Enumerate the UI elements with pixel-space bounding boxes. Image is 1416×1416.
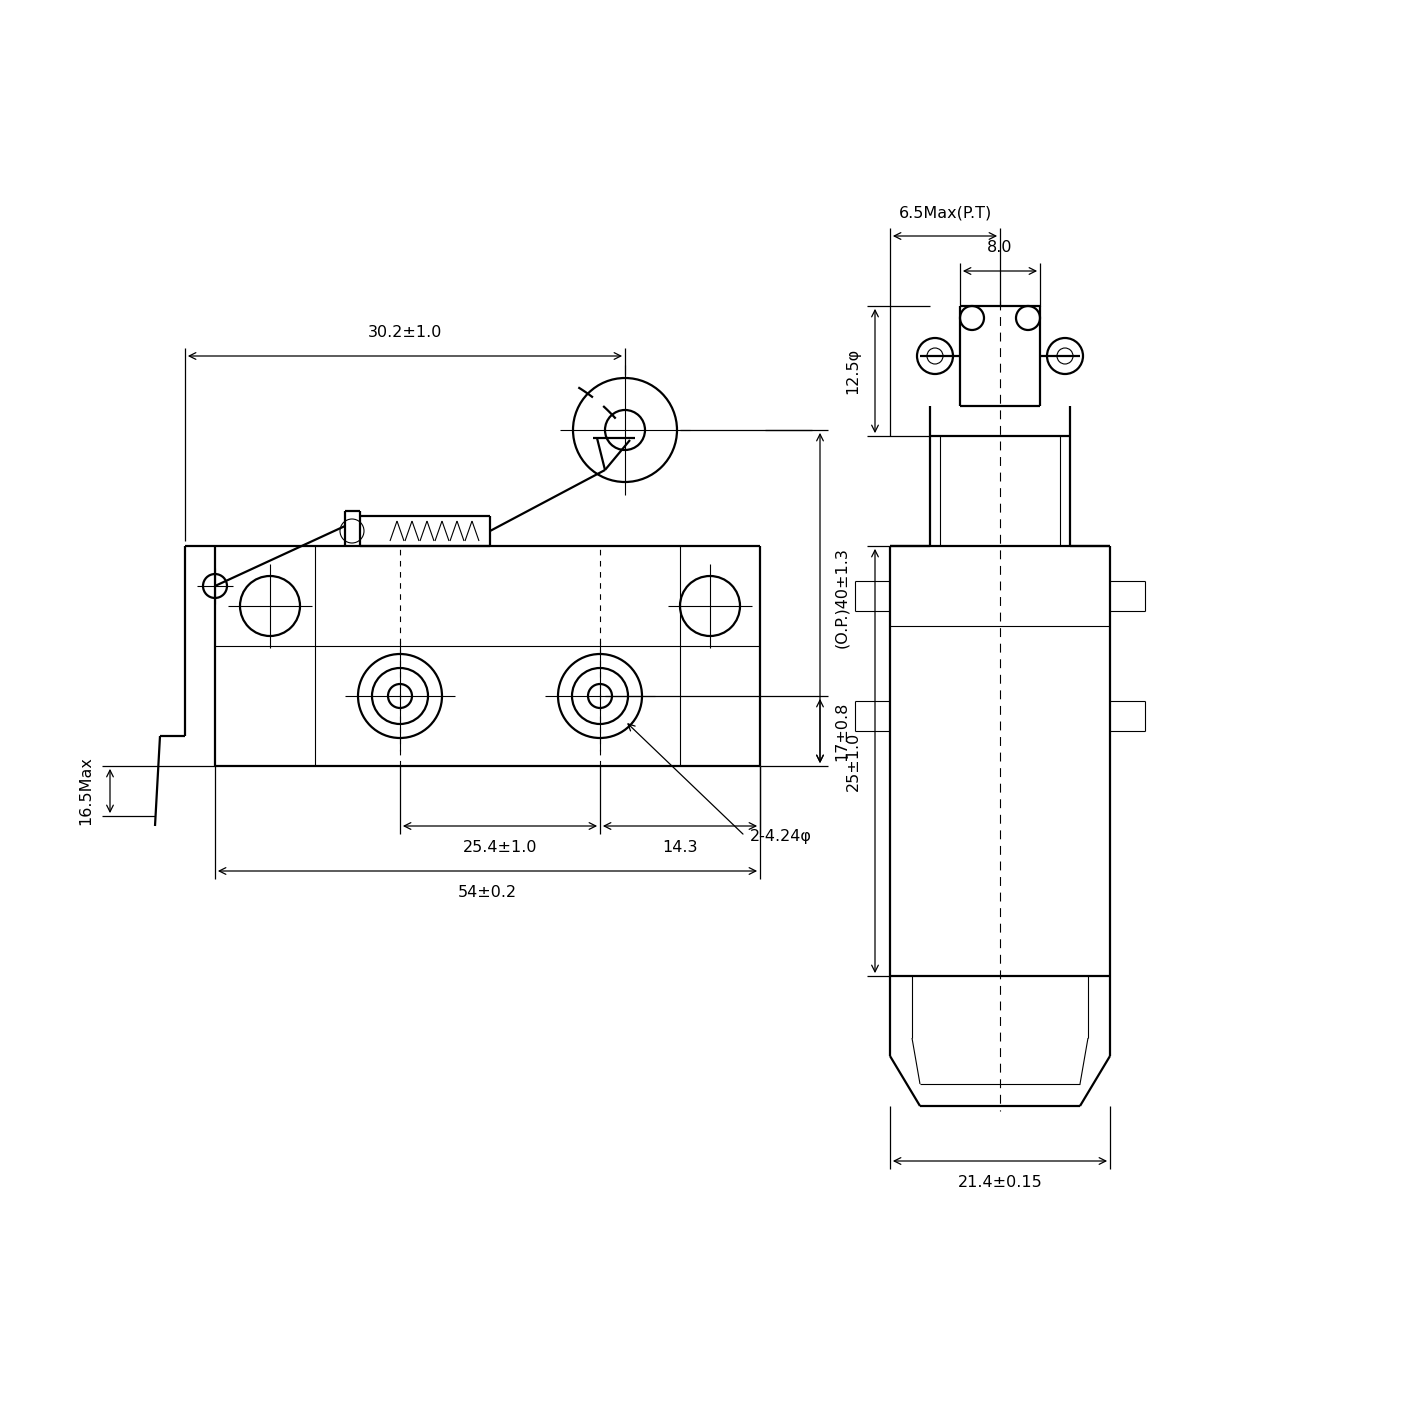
Text: 16.5Max: 16.5Max bbox=[78, 756, 93, 826]
Text: 8.0: 8.0 bbox=[987, 239, 1012, 255]
Text: 2-4.24φ: 2-4.24φ bbox=[750, 828, 811, 844]
Text: 30.2±1.0: 30.2±1.0 bbox=[368, 326, 442, 340]
Text: 21.4±0.15: 21.4±0.15 bbox=[957, 1175, 1042, 1189]
Text: 25.4±1.0: 25.4±1.0 bbox=[463, 840, 537, 855]
Text: 25±1.0: 25±1.0 bbox=[845, 732, 861, 790]
Text: 54±0.2: 54±0.2 bbox=[457, 885, 517, 901]
Text: 12.5φ: 12.5φ bbox=[845, 348, 861, 394]
Text: 6.5Max(P.T): 6.5Max(P.T) bbox=[898, 205, 991, 219]
Text: (O.P.)40±1.3: (O.P.)40±1.3 bbox=[834, 548, 850, 649]
Text: 17±0.8: 17±0.8 bbox=[834, 701, 850, 760]
Text: 14.3: 14.3 bbox=[663, 840, 698, 855]
